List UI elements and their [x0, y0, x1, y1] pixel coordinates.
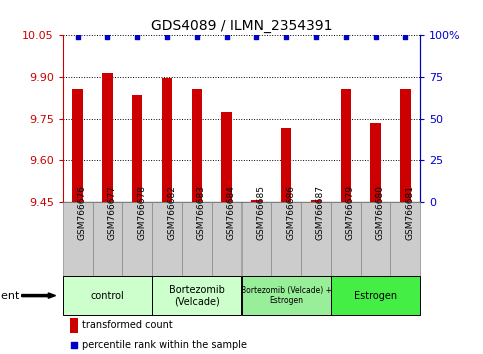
- Bar: [242, 202, 271, 276]
- Text: GSM766682: GSM766682: [167, 185, 176, 240]
- Point: [223, 34, 230, 40]
- Bar: [72, 90, 83, 202]
- Point: [372, 34, 380, 40]
- Bar: [93, 202, 122, 276]
- Text: GSM766687: GSM766687: [316, 185, 325, 240]
- Bar: [301, 202, 331, 276]
- Text: GSM766679: GSM766679: [346, 185, 355, 240]
- Point: [193, 34, 201, 40]
- Bar: [132, 95, 142, 202]
- Text: Bortezomib (Velcade) +
Estrogen: Bortezomib (Velcade) + Estrogen: [241, 286, 332, 305]
- Point: [312, 34, 320, 40]
- Text: agent: agent: [0, 291, 19, 301]
- Point: [133, 34, 141, 40]
- Text: percentile rank within the sample: percentile rank within the sample: [83, 341, 247, 350]
- Text: GSM766684: GSM766684: [227, 185, 236, 240]
- Bar: [152, 202, 182, 276]
- Text: GSM766678: GSM766678: [137, 185, 146, 240]
- Bar: [311, 200, 321, 202]
- Point: [70, 343, 78, 348]
- Bar: [63, 202, 93, 276]
- Text: Estrogen: Estrogen: [354, 291, 397, 301]
- Point: [74, 34, 82, 40]
- Text: transformed count: transformed count: [83, 320, 173, 330]
- Bar: [242, 276, 331, 315]
- Bar: [70, 318, 78, 333]
- Bar: [251, 200, 262, 202]
- Bar: [182, 202, 212, 276]
- Text: GSM766677: GSM766677: [108, 185, 116, 240]
- Point: [401, 34, 409, 40]
- Bar: [152, 276, 242, 315]
- Bar: [400, 90, 411, 202]
- Text: control: control: [91, 291, 124, 301]
- Text: GSM766681: GSM766681: [405, 185, 414, 240]
- Bar: [221, 112, 232, 202]
- Point: [282, 34, 290, 40]
- Point: [253, 34, 260, 40]
- Bar: [102, 73, 113, 202]
- Bar: [212, 202, 242, 276]
- Bar: [370, 123, 381, 202]
- Title: GDS4089 / ILMN_2354391: GDS4089 / ILMN_2354391: [151, 19, 332, 33]
- Text: GSM766685: GSM766685: [256, 185, 265, 240]
- Bar: [271, 202, 301, 276]
- Text: GSM766686: GSM766686: [286, 185, 295, 240]
- Point: [104, 34, 112, 40]
- Bar: [281, 128, 291, 202]
- Bar: [122, 202, 152, 276]
- Bar: [331, 202, 361, 276]
- Text: Bortezomib
(Velcade): Bortezomib (Velcade): [169, 285, 225, 307]
- Point: [163, 34, 171, 40]
- Text: GSM766683: GSM766683: [197, 185, 206, 240]
- Text: GSM766680: GSM766680: [376, 185, 384, 240]
- Bar: [63, 276, 152, 315]
- Point: [342, 34, 350, 40]
- Text: GSM766676: GSM766676: [78, 185, 86, 240]
- Bar: [390, 202, 420, 276]
- Bar: [341, 90, 351, 202]
- Bar: [331, 276, 420, 315]
- Bar: [192, 90, 202, 202]
- Bar: [361, 202, 390, 276]
- Bar: [162, 78, 172, 202]
